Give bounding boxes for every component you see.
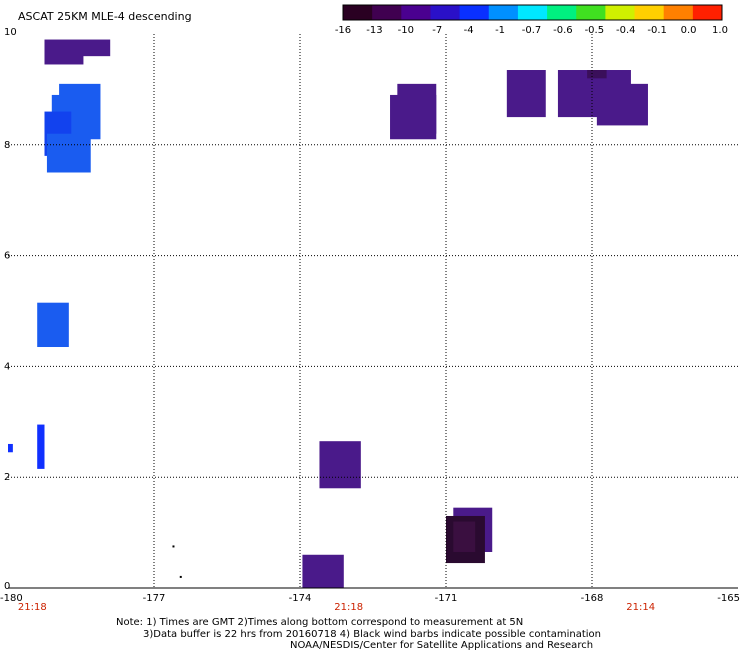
grid-lines: [8, 34, 738, 589]
colorbar-frame: [342, 4, 723, 21]
colorbar-swatch-0: [343, 5, 373, 20]
colorbar-label-2: -10: [398, 25, 414, 36]
y-tick-labels: 0 2 4 6 8 10: [4, 27, 17, 592]
y-tick-label-2: 4: [4, 361, 10, 372]
y-tick-label-1: 2: [4, 472, 10, 483]
colorbar-swatch-10: [634, 5, 665, 20]
colorbar-label-12: 1.0: [712, 25, 728, 36]
data-point-1: [179, 575, 182, 578]
colorbar-swatch-12: [692, 5, 723, 20]
colorbar-swatch-5: [488, 5, 519, 20]
y-tick-label-4: 8: [4, 140, 10, 151]
data-cell-19: [453, 521, 476, 552]
colorbar-label-11: 0.0: [681, 25, 697, 36]
colorbar-label-10: -0.1: [647, 25, 667, 36]
colorbar-swatch-4: [459, 5, 490, 20]
note-line-1: Note: 1) Times are GMT 2)Times along bot…: [116, 617, 523, 628]
data-points: [172, 545, 182, 578]
data-cell-6: [37, 302, 69, 348]
data-cell-16: [302, 554, 344, 588]
note-line-2: 3)Data buffer is 22 hrs from 20160718 4)…: [143, 629, 601, 640]
time-labels: 21:18 21:18 21:14: [18, 602, 655, 613]
data-cell-10: [390, 94, 437, 140]
colorbar-label-7: -0.6: [553, 25, 573, 36]
data-cell-15: [319, 441, 361, 489]
colorbar-swatch-7: [547, 5, 577, 20]
x-tick-label-5: -165: [717, 593, 740, 604]
colorbar: [342, 4, 723, 21]
colorbar-swatch-8: [576, 5, 606, 20]
x-tick-label-4: -168: [581, 593, 604, 604]
x-tick-label-2: -174: [289, 593, 312, 604]
chart-title: ASCAT 25KM MLE-4 descending: [18, 10, 192, 23]
note-line-3: NOAA/NESDIS/Center for Satellite Applica…: [290, 640, 593, 650]
time-label-1: 21:18: [334, 602, 363, 613]
time-label-2: 21:14: [626, 602, 655, 613]
time-label-0: 21:18: [18, 602, 47, 613]
data-cells: [8, 39, 648, 588]
y-tick-label-0: 0: [4, 581, 10, 592]
data-cell-14: [596, 83, 648, 126]
colorbar-label-3: -7: [432, 25, 442, 36]
x-tick-labels: -180 -177 -174 -171 -168 -165: [0, 593, 740, 604]
colorbar-swatch-11: [663, 5, 694, 20]
colorbar-label-9: -0.4: [616, 25, 636, 36]
data-cell-5: [46, 133, 91, 173]
data-cell-7: [37, 424, 45, 469]
data-cell-1: [44, 50, 84, 65]
colorbar-swatch-9: [605, 5, 636, 20]
colorbar-label-1: -13: [366, 25, 382, 36]
y-tick-label-5: 10: [4, 27, 17, 38]
x-tick-label-0: -180: [0, 593, 23, 604]
data-cell-8: [8, 443, 13, 453]
data-cell-11: [506, 70, 546, 118]
x-tick-label-3: -171: [435, 593, 458, 604]
data-point-0: [172, 545, 175, 548]
colorbar-label-5: -1: [495, 25, 505, 36]
colorbar-labels: -16 -13 -10 -7 -4 -1 -0.7 -0.6 -0.5 -0.4 -0.1 0.0 1.…: [335, 25, 728, 36]
data-cell-13: [587, 70, 607, 79]
colorbar-label-8: -0.5: [585, 25, 605, 36]
colorbar-label-0: -16: [335, 25, 351, 36]
y-tick-label-3: 6: [4, 251, 10, 262]
x-tick-label-1: -177: [143, 593, 166, 604]
colorbar-label-4: -4: [464, 25, 474, 36]
colorbar-swatch-2: [401, 5, 431, 20]
colorbar-swatch-6: [517, 5, 548, 20]
colorbar-swatch-1: [372, 5, 402, 20]
colorbar-label-6: -0.7: [522, 25, 542, 36]
colorbar-swatch-3: [430, 5, 461, 20]
